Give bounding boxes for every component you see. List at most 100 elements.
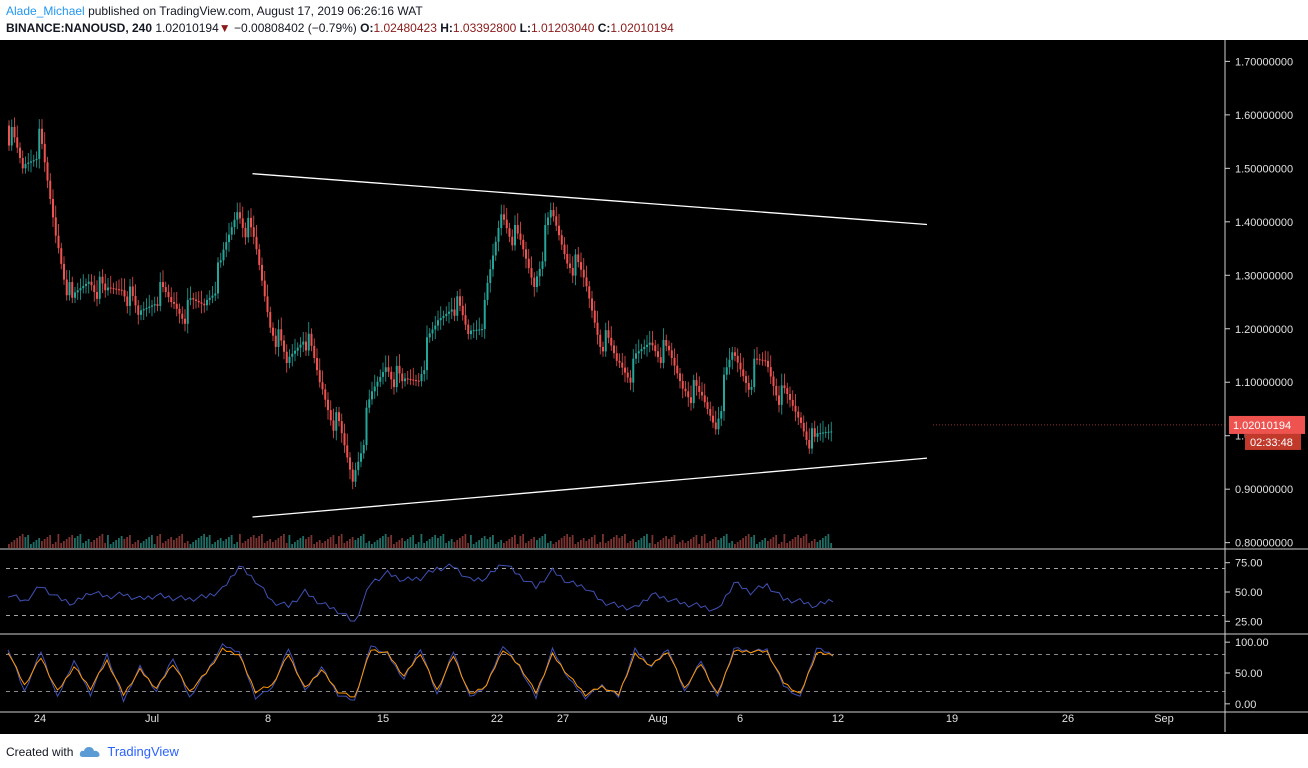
volume-bar (329, 537, 332, 548)
stoch-rsi-pane[interactable]: 100.00 50.00 0.00 (6, 637, 1269, 711)
candle-body (186, 299, 189, 324)
volume-bar (750, 537, 753, 548)
candle-body (453, 309, 456, 316)
candle-body (274, 335, 277, 347)
price-chart[interactable]: 75.00 50.00 25.00 100.00 50.00 0.00 1.700000… (0, 40, 1308, 734)
candle-body (830, 431, 833, 433)
volume-bar (263, 543, 266, 548)
price-tick-label: 1.20000000 (1235, 324, 1293, 336)
price-tick-label: 0.90000000 (1235, 484, 1293, 496)
volume-bar (332, 535, 335, 548)
candle-body (365, 407, 368, 445)
candle-body (346, 445, 349, 458)
candle-body (104, 283, 107, 291)
candle-body (772, 376, 775, 386)
volume-bar (681, 540, 684, 548)
candle-body (379, 376, 382, 382)
high-value: 1.03392800 (452, 21, 517, 35)
volume-bar (266, 541, 269, 548)
candle-body (54, 217, 57, 236)
last-price-badge (1229, 415, 1305, 434)
candle-body (492, 255, 494, 270)
candle-body (258, 249, 261, 265)
volume-bar (478, 540, 481, 548)
volume-bar (569, 537, 571, 548)
symbol-label[interactable]: BINANCE:NANOUSD, 240 (6, 21, 153, 35)
volume-bar (511, 537, 514, 548)
volume-bar (640, 538, 643, 548)
candle-body (404, 378, 406, 382)
candle-body (794, 405, 797, 412)
candle-body (184, 318, 186, 324)
volume-bar (626, 543, 629, 548)
trendline-resistance[interactable] (252, 173, 928, 226)
candle-body (362, 444, 365, 454)
tradingview-brand[interactable]: TradingView (107, 744, 179, 759)
candle-body (780, 385, 783, 405)
volume-bar (450, 539, 453, 548)
volume-bar (665, 536, 668, 548)
axes-layer: 1.70000000 1.60000000 1.50000000 1.40000000… (0, 40, 1308, 732)
candle-body (178, 308, 181, 314)
candle-body (329, 410, 332, 421)
candle-body (489, 269, 492, 283)
candle-body (739, 362, 742, 370)
volume-bar (692, 537, 695, 548)
volume-bar (417, 542, 420, 548)
candle-body (101, 276, 104, 284)
author-link[interactable]: Alade_Michael (6, 4, 85, 18)
trendlines-layer[interactable] (252, 173, 928, 518)
time-tick-label: 26 (1062, 713, 1074, 725)
volume-bar (225, 539, 228, 548)
candle-body (690, 397, 692, 404)
volume-bar (294, 542, 296, 548)
candle-body (511, 236, 514, 246)
candle-body (96, 292, 98, 299)
candle-body (461, 305, 464, 316)
volume-bar (778, 544, 780, 548)
volume-bar (412, 535, 415, 548)
candle-body (657, 351, 659, 358)
volume-bar (811, 541, 813, 548)
volume-bar (459, 538, 461, 548)
candle-body (255, 236, 258, 250)
candle-body (750, 387, 753, 390)
candle-body (305, 341, 307, 351)
candle-body (123, 290, 126, 297)
candle-body (156, 304, 159, 306)
candle-body (450, 309, 453, 312)
volume-bar (698, 544, 701, 548)
candle-body (536, 276, 538, 288)
volume-bar (709, 541, 712, 548)
trendline-support[interactable] (252, 457, 928, 518)
volume-bar (646, 534, 648, 548)
publish-info: Alade_Michael published on TradingView.c… (6, 4, 423, 18)
candle-body (148, 306, 151, 308)
volume-bar (305, 539, 307, 548)
candle-body (472, 330, 475, 332)
candle-body (131, 286, 134, 296)
candle-body (684, 388, 687, 392)
candle-body (299, 344, 302, 348)
volume-bar (87, 539, 90, 548)
volume-bar (324, 541, 327, 548)
candle-body (709, 408, 712, 416)
candle-body (280, 329, 283, 341)
rsi-pane[interactable]: 75.00 50.00 25.00 (6, 558, 1263, 629)
volume-bar (368, 541, 371, 548)
close-value: 1.02010194 (610, 21, 674, 35)
time-tick-label: Jul (145, 713, 159, 725)
candle-body (52, 198, 54, 218)
volume-bar (428, 539, 431, 548)
candle-body (819, 432, 822, 434)
time-tick-label: 27 (557, 713, 569, 725)
candle-body (68, 282, 71, 296)
price-tick-label: 1.60000000 (1235, 110, 1293, 122)
candle-body (651, 342, 654, 346)
candle-body (640, 349, 643, 352)
candle-body (120, 289, 123, 291)
volume-bar (470, 535, 472, 548)
candle-body (173, 302, 175, 304)
stoch-tick-label: 100.00 (1235, 637, 1269, 649)
candle-body (635, 353, 637, 359)
